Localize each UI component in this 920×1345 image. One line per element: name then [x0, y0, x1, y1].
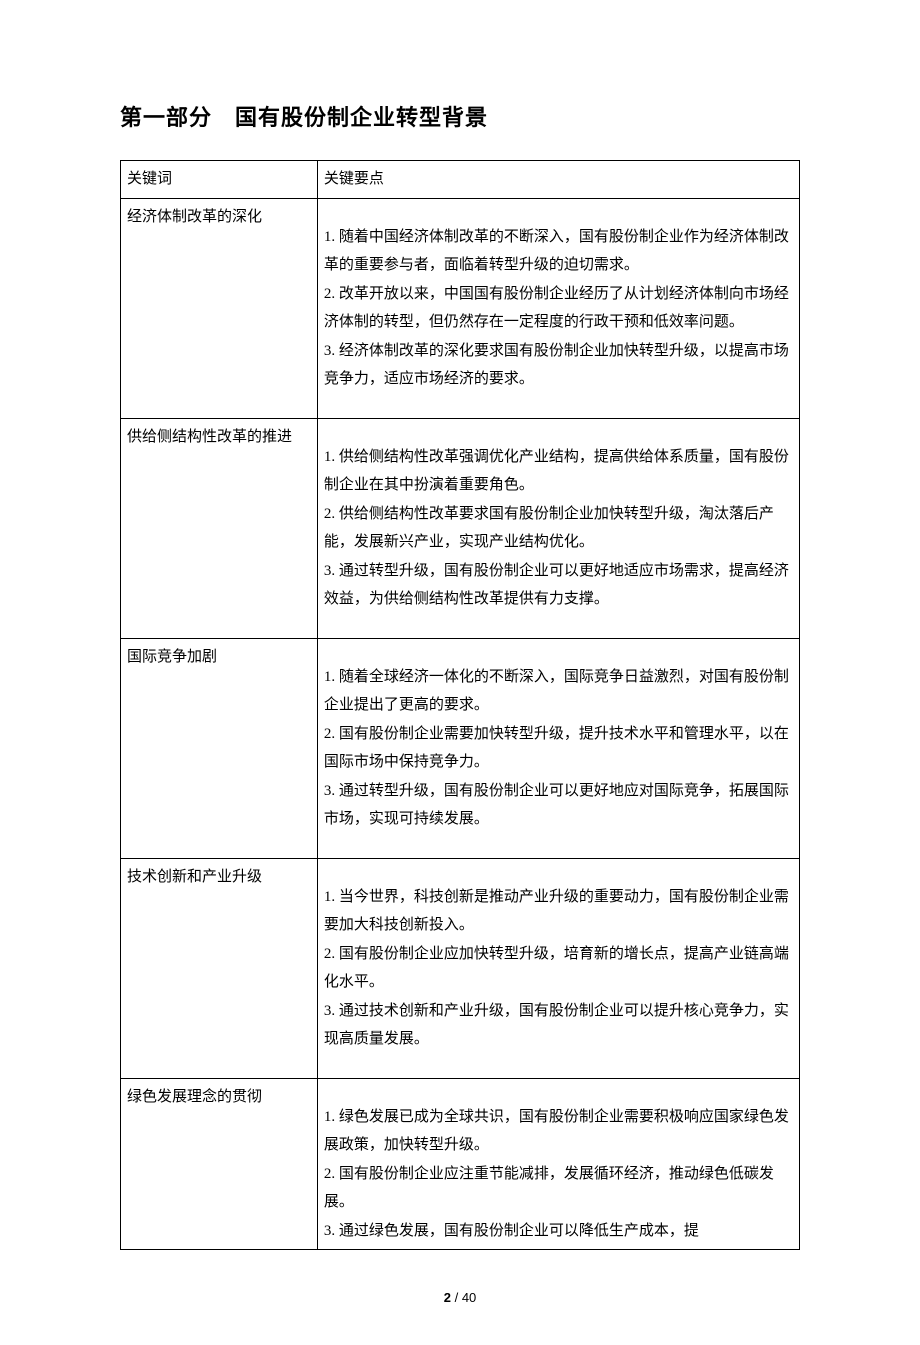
point-text: 3. 经济体制改革的深化要求国有股份制企业加快转型升级，以提高市场竞争力，适应市…	[324, 337, 793, 394]
point-text: 2. 供给侧结构性改革要求国有股份制企业加快转型升级，淘汰落后产能，发展新兴产业…	[324, 500, 793, 557]
point-text: 2. 国有股份制企业应加快转型升级，培育新的增长点，提高产业链高端化水平。	[324, 940, 793, 997]
points-cell: 1. 随着全球经济一体化的不断深入，国际竞争日益激烈，对国有股份制企业提出了更高…	[317, 638, 799, 858]
content-table: 关键词 关键要点 经济体制改革的深化 1. 随着中国经济体制改革的不断深入，国有…	[120, 160, 800, 1250]
point-text: 3. 通过转型升级，国有股份制企业可以更好地应对国际竞争，拓展国际市场，实现可持…	[324, 777, 793, 834]
points-cell: 1. 当今世界，科技创新是推动产业升级的重要动力，国有股份制企业需要加大科技创新…	[317, 858, 799, 1078]
points-cell: 1. 供给侧结构性改革强调优化产业结构，提高供给体系质量，国有股份制企业在其中扮…	[317, 418, 799, 638]
page-separator: /	[455, 1290, 459, 1305]
table-row: 供给侧结构性改革的推进 1. 供给侧结构性改革强调优化产业结构，提高供给体系质量…	[121, 418, 800, 638]
point-text: 1. 随着全球经济一体化的不断深入，国际竞争日益激烈，对国有股份制企业提出了更高…	[324, 663, 793, 720]
point-text: 2. 改革开放以来，中国国有股份制企业经历了从计划经济体制向市场经济体制的转型，…	[324, 280, 793, 337]
page-current: 2	[444, 1290, 451, 1305]
point-text: 1. 当今世界，科技创新是推动产业升级的重要动力，国有股份制企业需要加大科技创新…	[324, 883, 793, 940]
table-row: 绿色发展理念的贯彻 1. 绿色发展已成为全球共识，国有股份制企业需要积极响应国家…	[121, 1078, 800, 1250]
point-text: 1. 供给侧结构性改革强调优化产业结构，提高供给体系质量，国有股份制企业在其中扮…	[324, 443, 793, 500]
table-row: 国际竞争加剧 1. 随着全球经济一体化的不断深入，国际竞争日益激烈，对国有股份制…	[121, 638, 800, 858]
point-text: 3. 通过技术创新和产业升级，国有股份制企业可以提升核心竞争力，实现高质量发展。	[324, 997, 793, 1054]
table-header-row: 关键词 关键要点	[121, 161, 800, 199]
header-points: 关键要点	[317, 161, 799, 199]
table-row: 技术创新和产业升级 1. 当今世界，科技创新是推动产业升级的重要动力，国有股份制…	[121, 858, 800, 1078]
page-footer: 2 / 40	[120, 1290, 800, 1305]
keyword-cell: 经济体制改革的深化	[121, 198, 318, 418]
point-text: 1. 随着中国经济体制改革的不断深入，国有股份制企业作为经济体制改革的重要参与者…	[324, 223, 793, 280]
points-cell: 1. 绿色发展已成为全球共识，国有股份制企业需要积极响应国家绿色发展政策，加快转…	[317, 1078, 799, 1250]
page-total: 40	[462, 1290, 476, 1305]
keyword-cell: 供给侧结构性改革的推进	[121, 418, 318, 638]
point-text: 2. 国有股份制企业应注重节能减排，发展循环经济，推动绿色低碳发展。	[324, 1160, 793, 1217]
point-text: 3. 通过转型升级，国有股份制企业可以更好地适应市场需求，提高经济效益，为供给侧…	[324, 557, 793, 614]
page-title: 第一部分 国有股份制企业转型背景	[120, 100, 800, 132]
points-cell: 1. 随着中国经济体制改革的不断深入，国有股份制企业作为经济体制改革的重要参与者…	[317, 198, 799, 418]
keyword-cell: 技术创新和产业升级	[121, 858, 318, 1078]
keyword-cell: 绿色发展理念的贯彻	[121, 1078, 318, 1250]
point-text: 1. 绿色发展已成为全球共识，国有股份制企业需要积极响应国家绿色发展政策，加快转…	[324, 1103, 793, 1160]
header-keyword: 关键词	[121, 161, 318, 199]
point-text: 2. 国有股份制企业需要加快转型升级，提升技术水平和管理水平，以在国际市场中保持…	[324, 720, 793, 777]
point-text: 3. 通过绿色发展，国有股份制企业可以降低生产成本，提	[324, 1217, 793, 1246]
table-row: 经济体制改革的深化 1. 随着中国经济体制改革的不断深入，国有股份制企业作为经济…	[121, 198, 800, 418]
keyword-cell: 国际竞争加剧	[121, 638, 318, 858]
